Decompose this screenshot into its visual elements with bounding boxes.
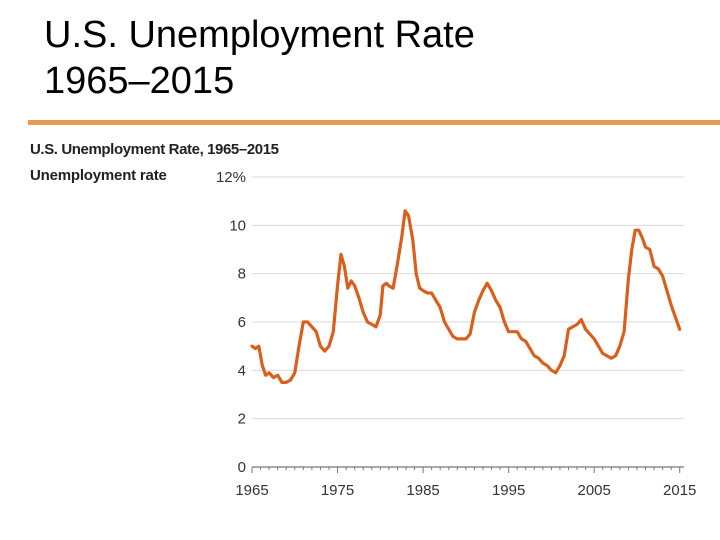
title-divider (28, 120, 720, 125)
x-tick-label: 2005 (577, 482, 610, 499)
y-tick-label: 12% (216, 169, 246, 186)
unemployment-series-line (250, 209, 682, 384)
x-tick-labels: 1965 1975 1985 1995 2005 2015 (235, 482, 696, 499)
x-axis (251, 466, 684, 473)
y-tick-labels: 0 2 4 6 8 10 12% (216, 169, 246, 476)
x-tick-label: 1985 (406, 482, 439, 499)
x-tick-label: 1965 (235, 482, 268, 499)
x-tick-label: 1995 (492, 482, 525, 499)
slide-title: U.S. Unemployment Rate 1965–2015 (44, 12, 684, 104)
y-tick-label: 4 (238, 362, 246, 379)
y-tick-label: 6 (238, 314, 246, 331)
y-tick-label: 2 (238, 411, 246, 428)
gridlines (252, 176, 684, 420)
y-axis-label: Unemployment rate (30, 167, 167, 184)
x-tick-label: 1975 (321, 482, 354, 499)
slide-title-line1: U.S. Unemployment Rate (44, 14, 475, 56)
y-tick-label: 0 (238, 459, 246, 476)
y-tick-label: 8 (238, 266, 246, 283)
slide-title-line2: 1965–2015 (44, 60, 235, 102)
chart-title: U.S. Unemployment Rate, 1965–2015 (30, 141, 279, 158)
y-tick-label: 10 (229, 217, 246, 234)
x-tick-label: 2015 (663, 482, 696, 499)
